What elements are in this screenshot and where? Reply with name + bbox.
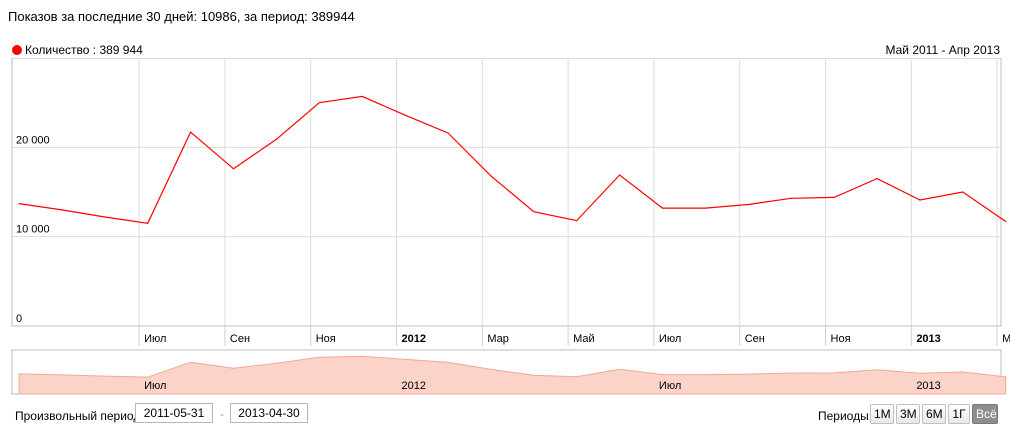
data-point	[318, 102, 320, 104]
period-3m-button[interactable]: 3М	[896, 404, 920, 424]
period-controls: Произвольный период: - Периоды: 1М 3М 6М…	[0, 401, 1010, 431]
data-point	[447, 132, 449, 134]
data-point	[533, 211, 535, 213]
data-point	[147, 222, 149, 224]
y-tick-label: 20 000	[16, 134, 50, 146]
data-point	[576, 219, 578, 222]
data-point	[704, 207, 707, 209]
summary-header: Показов за последние 30 дней: 10986, за …	[8, 9, 355, 24]
x-tick-label: Май	[573, 333, 595, 345]
data-point	[190, 131, 192, 133]
data-point	[962, 191, 964, 193]
navigator-label: Июл	[144, 380, 166, 392]
period-6m-button[interactable]: 6М	[922, 404, 946, 424]
navigator-label: 2012	[402, 380, 426, 392]
navigator-area	[18, 355, 1007, 395]
period-1y-button[interactable]: 1Г	[948, 404, 970, 424]
x-tick-label: Июл	[659, 333, 681, 345]
data-point	[275, 138, 277, 140]
period-1m-button[interactable]: 1М	[870, 404, 894, 424]
legend-label: Количество : 389 944	[25, 43, 143, 57]
navigator-label: 2013	[916, 380, 940, 392]
data-point	[919, 199, 921, 201]
x-tick-label: Ноя	[831, 333, 851, 345]
x-tick-label: 2013	[916, 333, 940, 345]
data-point	[104, 216, 106, 218]
data-point	[18, 203, 20, 205]
x-tick-label: Мар	[1002, 333, 1010, 345]
x-tick-label: Сен	[745, 333, 765, 345]
custom-period-label: Произвольный период:	[15, 409, 144, 423]
main-line-chart[interactable]: 0 10 000 20 000 Июл Сен Ноя 2012 Мар Май Июл Сен Но…	[0, 58, 1010, 348]
x-tick-label: Сен	[230, 333, 250, 345]
date-to-input[interactable]	[230, 403, 308, 423]
y-tick-label: 10 000	[16, 224, 50, 236]
legend: Количество : 389 944	[12, 43, 143, 57]
legend-marker	[12, 45, 22, 55]
data-point	[361, 95, 363, 98]
x-tick-label: 2012	[402, 333, 426, 345]
date-range-label: Май 2011 - Апр 2013	[885, 43, 1000, 57]
data-point	[661, 207, 664, 209]
y-tick-label: 0	[16, 313, 22, 325]
data-point	[619, 174, 621, 176]
x-tick-label: Ноя	[316, 333, 336, 345]
periods-label: Периоды:	[818, 409, 873, 423]
data-point	[833, 196, 835, 198]
period-all-button[interactable]: Всё	[972, 404, 998, 424]
data-point	[876, 178, 878, 180]
x-tick-label: Июл	[144, 333, 166, 345]
date-from-input[interactable]	[135, 403, 213, 423]
data-point	[232, 168, 235, 170]
data-point	[790, 197, 792, 199]
data-point	[61, 209, 63, 211]
data-point	[490, 175, 492, 177]
series-line	[18, 95, 1007, 224]
x-tick-label: Мар	[487, 333, 509, 345]
date-separator: -	[220, 407, 224, 421]
navigator-chart[interactable]: Июл 2012 Июл 2013	[0, 348, 1010, 398]
data-point	[404, 114, 406, 116]
data-point	[1005, 220, 1007, 223]
navigator-label: Июл	[659, 380, 681, 392]
plot-frame	[11, 58, 1002, 327]
data-point	[747, 203, 749, 206]
